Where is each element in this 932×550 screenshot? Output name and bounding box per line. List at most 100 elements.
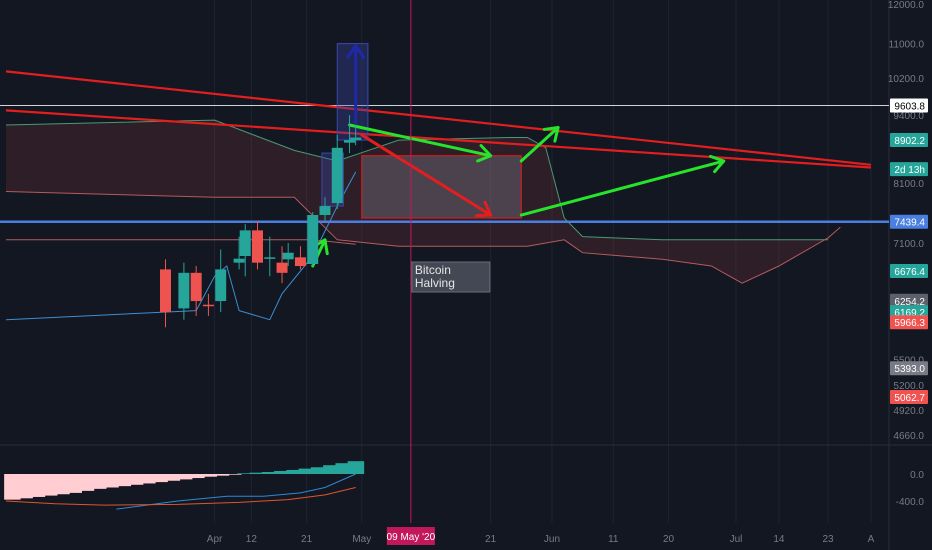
price-badge-label: 7439.4: [894, 218, 925, 229]
candle-body: [319, 206, 331, 216]
candle[interactable]: [252, 221, 264, 270]
price-badge: 9603.8: [890, 98, 928, 113]
halving-note-line1: Bitcoin: [415, 263, 451, 277]
price-badge: 5393.0: [890, 361, 928, 376]
price-badge-label: 5393.0: [894, 364, 925, 375]
cloud-fill: [6, 120, 841, 284]
time-tick-label: 20: [663, 534, 675, 545]
price-badge-bg: [890, 214, 928, 229]
price-levels: [0, 70, 889, 223]
time-tick-label: A: [868, 534, 875, 545]
candlesticks[interactable]: [159, 115, 362, 328]
candle-body: [190, 272, 202, 302]
macd-histogram-bar: [237, 473, 254, 474]
candle[interactable]: [294, 246, 306, 270]
price-badge-bg: [890, 315, 928, 330]
price-tick-label: 8100.0: [893, 179, 924, 190]
candle[interactable]: [264, 236, 276, 277]
candle[interactable]: [319, 197, 331, 222]
arrow-shaft: [519, 159, 726, 217]
macd-histogram-bar: [323, 465, 340, 474]
macd-histogram-bar: [200, 474, 217, 477]
price-tick-label: 11000.0: [889, 40, 925, 51]
price-badge-bg: [890, 98, 928, 113]
price-badge: 7439.4: [890, 214, 928, 229]
price-badge-label: 6169.2: [894, 308, 925, 319]
candle[interactable]: [276, 246, 288, 284]
time-tick-label: 14: [773, 534, 785, 545]
price-badge-bg: [890, 132, 928, 147]
price-badge-label: 6254.2: [894, 297, 925, 308]
candle[interactable]: [233, 236, 245, 270]
price-badge: 8902.2: [890, 132, 928, 147]
bullish-green-arrow: [519, 125, 560, 163]
projection-drawings: [311, 43, 726, 268]
macd-tick-label: 0.0: [910, 470, 924, 481]
price-badge: 5966.3: [890, 315, 928, 330]
macd-histogram-bar: [286, 469, 303, 474]
conversion-line: [5, 171, 357, 321]
candle-body: [331, 147, 343, 204]
candle[interactable]: [282, 243, 294, 267]
candle[interactable]: [190, 266, 202, 316]
arrow-head: [346, 44, 366, 59]
halving-note-line2: Halving: [415, 276, 455, 290]
candle[interactable]: [239, 224, 251, 277]
price-tick-label: 7100.0: [893, 239, 924, 250]
candle[interactable]: [350, 125, 362, 146]
candle[interactable]: [202, 293, 214, 316]
macd-histogram-bar: [126, 474, 144, 485]
candle[interactable]: [344, 115, 356, 154]
candle[interactable]: [159, 259, 171, 328]
price-badge-bg: [890, 293, 928, 308]
price-badges: 9603.8 8902.2 2d 13h 7439.4 6676.4 6254.26169…: [890, 98, 928, 405]
candle-body: [239, 230, 251, 257]
price-badge-label: 6676.4: [894, 267, 925, 278]
halving-date-label: 09 May '20: [387, 532, 436, 543]
candle-body: [276, 262, 288, 273]
bullish-green-arrow: [348, 123, 493, 163]
price-badge-label: 5062.7: [894, 393, 925, 404]
candle[interactable]: [307, 212, 319, 267]
price-badge: 5062.7: [890, 390, 928, 405]
macd-histogram-bar: [224, 474, 242, 475]
macd-histogram-bar: [298, 468, 316, 474]
price-badge-bg: [890, 162, 928, 177]
macd-pane: [4, 461, 365, 510]
macd-histogram-bar: [139, 474, 156, 484]
macd-histogram-bar: [163, 474, 181, 481]
macd-histogram-bar: [347, 461, 365, 474]
cloud-leading-span-a: [5, 119, 828, 241]
macd-histogram-bar: [335, 463, 352, 474]
price-badge-label: 5966.3: [894, 318, 925, 329]
arrow-head: [476, 144, 493, 163]
arrow-shaft: [360, 133, 493, 217]
price-badge: 6254.2: [890, 293, 928, 308]
time-tick-label: 21: [485, 534, 497, 545]
time-tick-label: 21: [301, 534, 313, 545]
arrow-shaft: [348, 123, 493, 158]
descending-trendline: [5, 109, 872, 169]
price-badge-bg: [890, 361, 928, 376]
pullback-red-arrow: [360, 133, 493, 218]
price-tick-label: 12000.0: [888, 0, 925, 11]
candle[interactable]: [215, 249, 227, 313]
candle-body: [252, 230, 264, 263]
candle-body: [178, 272, 190, 309]
price-tick-label: 4660.0: [893, 431, 924, 442]
halving-note-box: [411, 261, 491, 293]
price-axis: 12000.0 11000.0 10200.0 9400.0 8100.0 7100.0 5…: [888, 0, 925, 508]
halving-date-badge: [386, 527, 435, 545]
macd-line: [116, 473, 356, 510]
time-tick-label: Jun: [544, 534, 560, 545]
candle[interactable]: [178, 262, 190, 320]
candle[interactable]: [331, 135, 343, 210]
time-tick-label: 12: [246, 534, 258, 545]
arrow-shaft: [519, 125, 560, 163]
signal-line: [5, 487, 356, 506]
macd-tick-label: -400.0: [896, 497, 925, 508]
price-tick-label: 10200.0: [888, 74, 925, 85]
macd-histogram-bar: [249, 472, 267, 474]
